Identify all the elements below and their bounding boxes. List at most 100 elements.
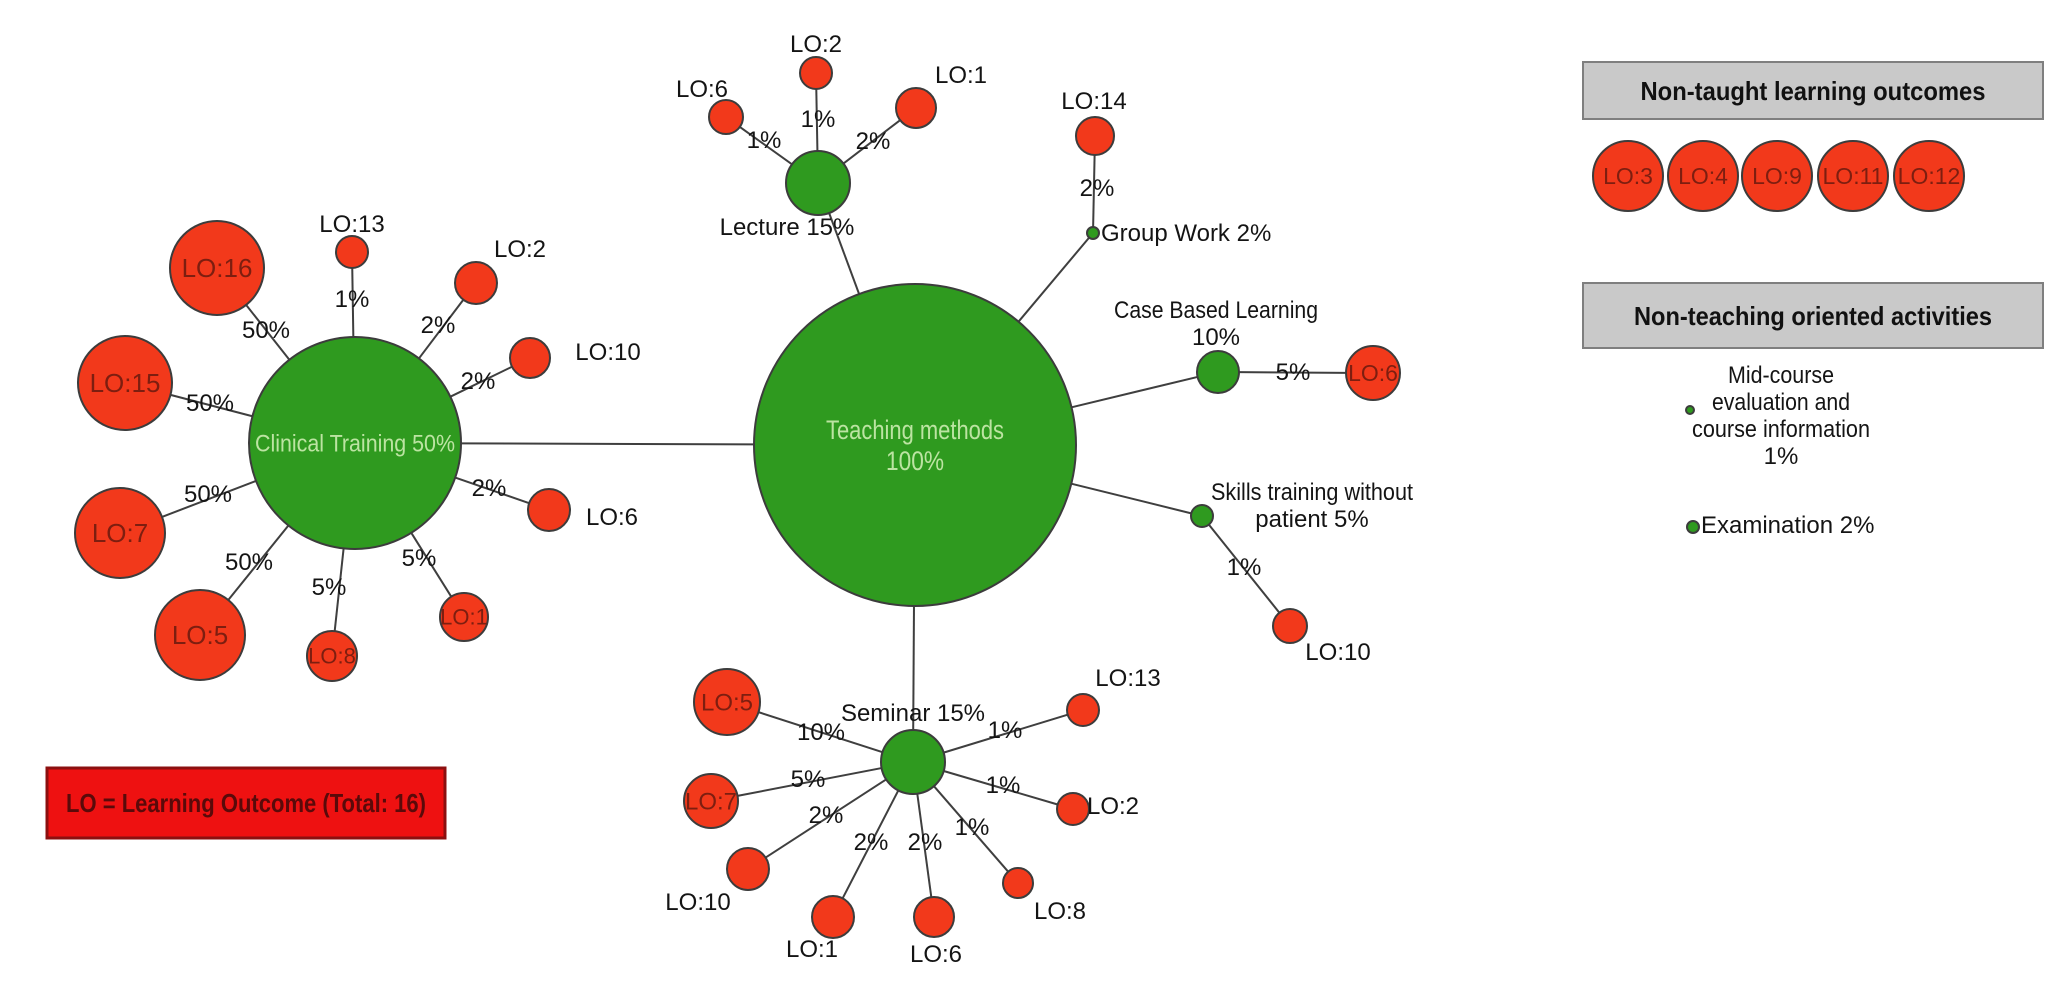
- edge-clinical-c10: [449, 365, 513, 398]
- edge-label-clinical-c15: 50%: [186, 390, 234, 417]
- lo-legend: LO = Learning Outcome (Total: 16): [45, 766, 447, 840]
- node-midcourse: [1685, 405, 1695, 415]
- node-clinical: [248, 336, 462, 550]
- edge-l14-groupwork: [1092, 154, 1096, 228]
- edge-label-clinical-c16: 50%: [242, 317, 290, 344]
- node-c15: [77, 335, 173, 431]
- node-c1: [439, 592, 489, 642]
- node-c10: [509, 337, 551, 379]
- label-n3: LO:3: [1603, 163, 1653, 189]
- edge-clinical-c7: [161, 479, 257, 518]
- label-n12: LO:12: [1898, 163, 1961, 189]
- label-c8: LO:8: [308, 644, 356, 669]
- label-l1: LO:1: [935, 62, 987, 89]
- edge-lecture-l1: [842, 119, 901, 165]
- node-s13: [1066, 693, 1100, 727]
- edge-seminar-s5: [758, 711, 883, 754]
- node-n3: [1592, 140, 1664, 212]
- edge-clinical-c16: [245, 304, 291, 361]
- label-s13: LO:13: [1095, 665, 1160, 692]
- edge-label-seminar-s13: 1%: [988, 717, 1023, 744]
- edge-label-clinical-c2: 2%: [421, 312, 456, 339]
- node-cbl: [1196, 350, 1240, 394]
- label-l6: LO:6: [676, 76, 728, 103]
- edge-seminar-s2: [943, 770, 1058, 806]
- label-cbl: Case Based Learning: [1114, 297, 1318, 324]
- label-tm: 100%: [886, 446, 944, 476]
- label-s1: LO:1: [786, 936, 838, 963]
- edge-seminar-s1: [841, 789, 900, 899]
- node-tm: [753, 283, 1077, 607]
- edge-tm-seminar: [912, 605, 915, 731]
- node-s2: [1056, 792, 1090, 826]
- edge-label-clinical-c8: 5%: [312, 574, 347, 601]
- edge-clinical-c8: [333, 548, 345, 632]
- node-c8: [306, 630, 358, 682]
- edge-label-seminar-s8: 1%: [955, 814, 990, 841]
- node-s5: [693, 668, 761, 736]
- edge-seminar-s8: [933, 785, 1009, 873]
- label-exam: Examination 2%: [1701, 512, 1874, 539]
- node-l2: [799, 56, 833, 90]
- node-l1: [895, 87, 937, 129]
- label-cbl6: LO:6: [1348, 360, 1398, 386]
- edge-label-seminar-s5: 10%: [797, 719, 845, 746]
- edge-label-seminar-s1: 2%: [854, 829, 889, 856]
- edge-label-clinical-c1: 5%: [402, 545, 437, 572]
- node-n12: [1893, 140, 1965, 212]
- edge-skills-sk10: [1208, 523, 1281, 614]
- edge-lecture-l2: [815, 88, 819, 152]
- label-c2: LO:2: [494, 236, 546, 263]
- node-s8: [1002, 867, 1034, 899]
- label-l2: LO:2: [790, 31, 842, 58]
- label-c13: LO:13: [319, 211, 384, 238]
- non-teaching-header-label: Non-teaching oriented activities: [1634, 301, 1992, 331]
- label-n9: LO:9: [1752, 163, 1802, 189]
- non-teaching-header-box: [1582, 282, 2044, 349]
- edge-label-lecture-l6: 1%: [747, 127, 782, 154]
- node-c5: [154, 589, 246, 681]
- node-l6: [708, 99, 744, 135]
- node-c16: [169, 220, 265, 316]
- edge-seminar-s6: [916, 793, 933, 898]
- edge-label-seminar-s10: 2%: [809, 802, 844, 829]
- edge-tm-lecture: [828, 212, 861, 295]
- label-cbl: 10%: [1192, 324, 1240, 351]
- edge-labels-layer: 50% 1% 2% 50% 2% 50% 2% 50% 5% 5% 1% 1% 2% 2% 5% 1% 10% 5…: [184, 106, 1310, 856]
- edge-clinical-c2: [418, 299, 465, 360]
- label-s7: LO:7: [685, 788, 737, 815]
- node-groupwork: [1086, 226, 1100, 240]
- edge-label-seminar-s6: 2%: [908, 829, 943, 856]
- edge-label-seminar-s2: 1%: [986, 772, 1021, 799]
- label-midcourse: 1%: [1764, 443, 1799, 470]
- label-l14: LO:14: [1061, 88, 1126, 115]
- edge-clinical-c15: [170, 393, 253, 418]
- non-taught-header-label: Non-taught learning outcomes: [1641, 76, 1986, 106]
- edge-seminar-s7: [737, 767, 882, 797]
- label-groupwork: Group Work 2%: [1101, 220, 1271, 247]
- label-c10: LO:10: [575, 339, 640, 366]
- label-s2: LO:2: [1087, 793, 1139, 820]
- label-s10: LO:10: [665, 889, 730, 916]
- edge-tm-skills: [1071, 482, 1192, 515]
- edge-tm-cbl: [1071, 375, 1198, 409]
- node-sk10: [1272, 608, 1308, 644]
- label-sk10: LO:10: [1305, 639, 1370, 666]
- edge-label-seminar-s7: 5%: [791, 766, 826, 793]
- label-lecture: Lecture 15%: [720, 214, 855, 241]
- node-cbl6: [1345, 345, 1401, 401]
- edge-clinical-c1: [410, 532, 453, 598]
- label-clinical: Clinical Training 50%: [255, 430, 455, 457]
- edge-label-skills-sk10: 1%: [1227, 554, 1262, 581]
- edge-clinical-c13: [351, 267, 355, 338]
- nodes-layer: [74, 56, 1965, 939]
- node-n4: [1667, 140, 1739, 212]
- label-s5: LO:5: [701, 689, 753, 716]
- edge-label-clinical-c5: 50%: [225, 549, 273, 576]
- edge-tm-groupwork: [1017, 236, 1090, 323]
- label-c1: LO:1: [440, 605, 488, 630]
- node-c6: [527, 488, 571, 532]
- edge-label-clinical-c10: 2%: [461, 368, 496, 395]
